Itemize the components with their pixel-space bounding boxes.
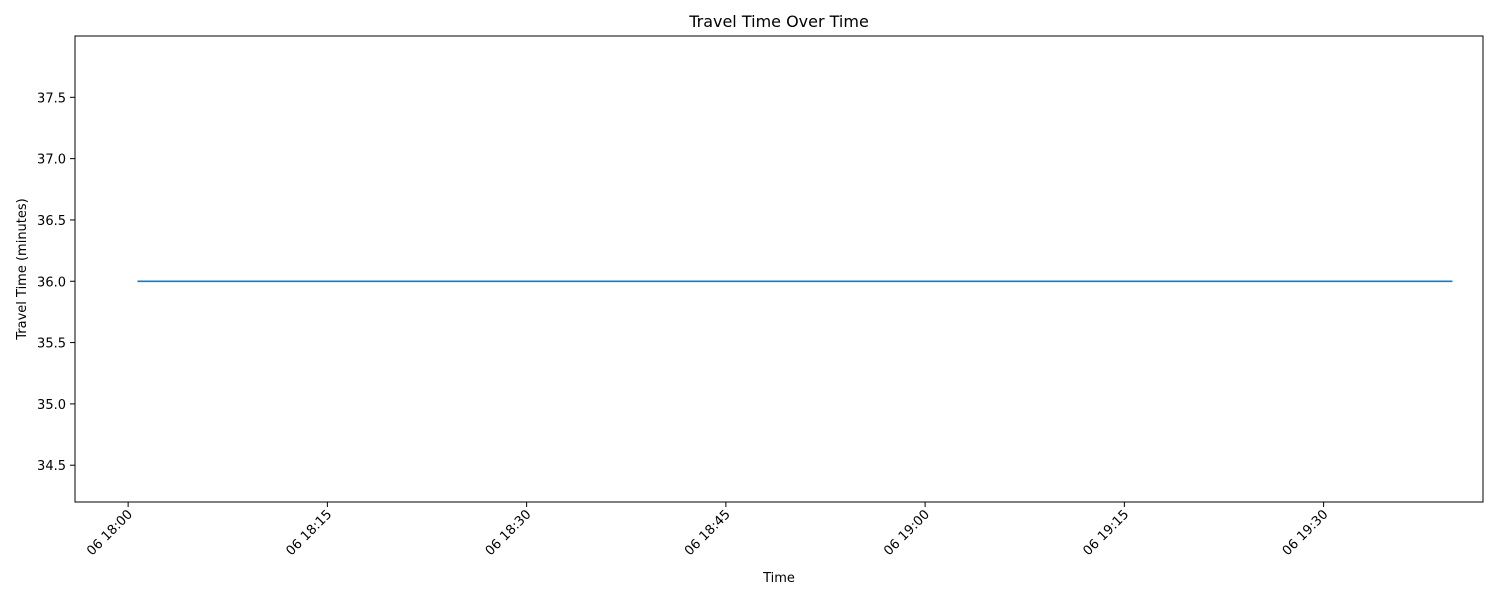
y-axis-label: Travel Time (minutes)	[15, 198, 30, 341]
x-axis-label: Time	[762, 571, 795, 586]
y-tick-label: 36.5	[37, 214, 66, 229]
x-tick-label: 06 19:30	[1280, 507, 1332, 559]
y-tick-label: 35.0	[37, 398, 66, 413]
y-tick-label: 37.5	[37, 91, 66, 106]
x-tick-label: 06 18:00	[84, 507, 136, 559]
x-tick-label: 06 19:00	[881, 507, 933, 559]
x-tick-label: 06 18:30	[483, 507, 535, 559]
y-tick-label: 34.5	[37, 459, 66, 474]
y-tick-label: 35.5	[37, 337, 66, 352]
x-tick-label: 06 19:15	[1080, 507, 1132, 559]
y-tick-label: 37.0	[37, 153, 66, 168]
chart-title: Travel Time Over Time	[688, 12, 869, 31]
plot-frame	[74, 35, 1484, 503]
y-tick-label: 36.0	[37, 275, 66, 290]
plot-area: 34.5 35.0 35.5 36.0 36.5 37.0 37.5 06 18:00 06 1…	[37, 35, 1484, 559]
x-tick-label: 06 18:45	[682, 507, 734, 559]
x-tick-label: 06 18:15	[283, 507, 335, 559]
